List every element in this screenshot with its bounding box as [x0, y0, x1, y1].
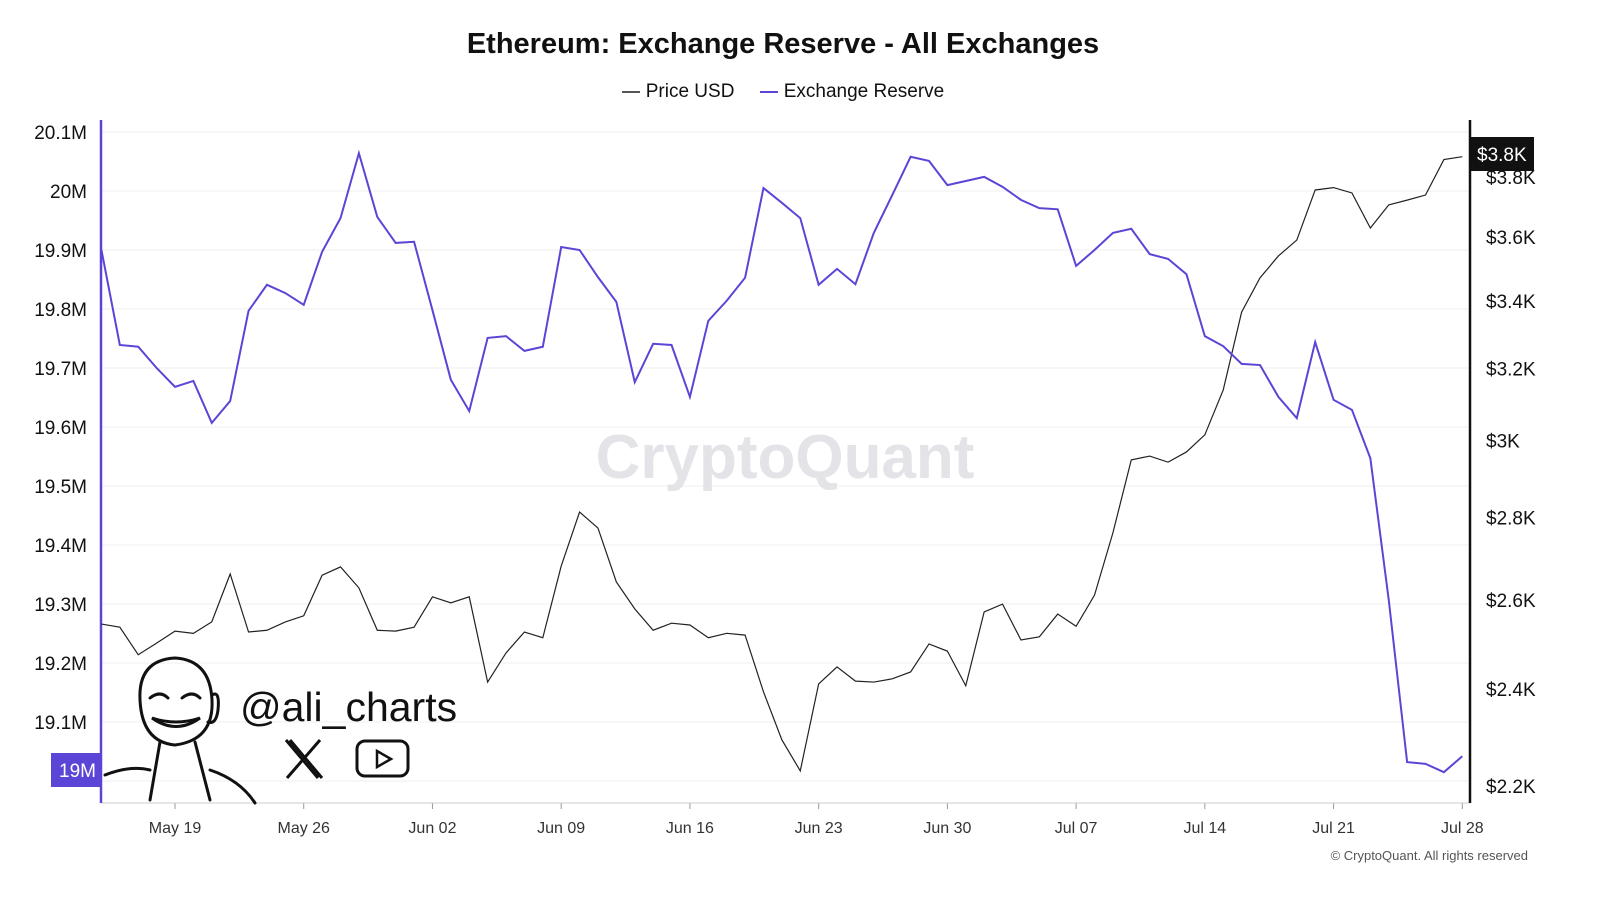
- right-tick-label: $2.6K: [1486, 591, 1536, 612]
- legend-label-price: Price USD: [645, 81, 735, 102]
- x-tick-label: May 19: [149, 820, 202, 837]
- right-tick-label: $3.4K: [1486, 292, 1536, 313]
- x-tick-label: Jul 07: [1055, 820, 1098, 837]
- left-tick-label: 19.4M: [34, 536, 87, 557]
- x-tick-label: Jun 09: [537, 820, 585, 837]
- right-tick-label: $2.2K: [1486, 777, 1536, 798]
- price-usd-line: [101, 156, 1463, 773]
- right-current-label: $3.8K: [1477, 145, 1527, 166]
- left-current-badge: [51, 753, 101, 787]
- left-tick-label: 20M: [50, 182, 87, 203]
- x-tick-label: Jun 16: [666, 820, 714, 837]
- x-tick-label: Jul 14: [1183, 820, 1226, 837]
- left-tick-label: 19.3M: [34, 595, 87, 616]
- x-tick-label: Jun 30: [923, 820, 971, 837]
- right-tick-label: $2.4K: [1486, 680, 1536, 701]
- right-tick-label: $3.8K: [1486, 168, 1536, 189]
- right-tick-label: $3K: [1486, 431, 1520, 452]
- x-tick-label: May 26: [277, 820, 330, 837]
- x-tick-label: Jul 28: [1441, 820, 1484, 837]
- x-logo-icon[interactable]: [284, 739, 324, 779]
- legend-label-reserve: Exchange Reserve: [783, 81, 945, 102]
- legend-swatch-reserve: [759, 91, 778, 93]
- youtube-icon[interactable]: [355, 739, 410, 778]
- right-tick-label: $2.8K: [1486, 508, 1536, 529]
- left-tick-label: 19.1M: [34, 713, 87, 734]
- chart-title: Ethereum: Exchange Reserve - All Exchang…: [466, 28, 1100, 60]
- copyright: © CryptoQuant. All rights reserved: [1330, 848, 1528, 863]
- left-tick-label: 19.8M: [34, 300, 87, 321]
- legend-swatch-price: [621, 91, 640, 93]
- watermark: CryptoQuant: [596, 423, 975, 492]
- left-tick-label: 19.6M: [34, 418, 87, 439]
- legend-item-reserve[interactable]: Exchange Reserve: [759, 81, 945, 103]
- exchange-reserve-line: [100, 149, 1463, 774]
- left-tick-label: 19.2M: [34, 654, 87, 675]
- x-tick-label: Jun 02: [408, 820, 456, 837]
- left-tick-label: 19.5M: [34, 477, 87, 498]
- legend-item-price[interactable]: Price USD: [621, 81, 735, 103]
- legend: Price USD Exchange Reserve: [0, 77, 1566, 103]
- right-current-badge: [1470, 137, 1534, 171]
- left-tick-label: 20.1M: [34, 123, 87, 144]
- right-tick-label: $3.6K: [1486, 228, 1536, 249]
- right-tick-label: $3.2K: [1486, 359, 1536, 380]
- left-current-label: 19M: [59, 761, 96, 782]
- x-tick-label: Jul 21: [1312, 820, 1355, 837]
- x-tick-label: Jun 23: [795, 820, 843, 837]
- left-tick-label: 19.7M: [34, 359, 87, 380]
- left-tick-label: 19.9M: [34, 241, 87, 262]
- avatar: [103, 656, 257, 805]
- brand-handle: @ali_charts: [240, 684, 458, 730]
